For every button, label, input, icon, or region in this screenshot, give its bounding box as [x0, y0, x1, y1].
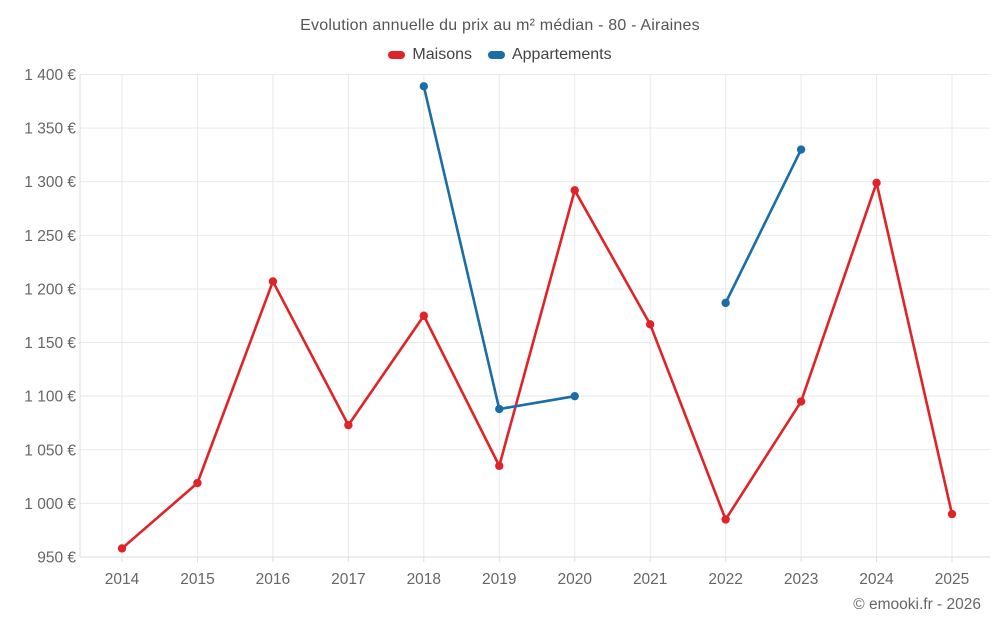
point-maisons-2025[interactable] [947, 509, 957, 519]
y-axis-tick-label: 1 250 € [24, 228, 76, 245]
maisons-series-swatch-icon [388, 51, 406, 59]
x-axis-tick-label: 2022 [708, 571, 742, 588]
y-axis-tick-label: 1 200 € [24, 281, 76, 298]
x-axis-tick-label: 2024 [859, 571, 894, 588]
y-axis-tick-label: 1 000 € [24, 496, 76, 513]
y-axis-tick-label: 1 150 € [24, 335, 76, 352]
x-axis-tick-label: 2023 [784, 571, 818, 588]
x-axis-tick-label: 2016 [256, 571, 290, 588]
point-appartements-2019[interactable] [495, 404, 504, 414]
point-maisons-2018[interactable] [419, 311, 429, 320]
point-appartements-2018[interactable] [419, 82, 429, 91]
legend-label-appartements: Appartements [511, 46, 612, 63]
legend-item-appartements[interactable]: Appartements [487, 46, 612, 64]
y-axis-tick-label: 1 100 € [24, 389, 76, 406]
x-axis-tick-label: 2015 [180, 571, 214, 588]
point-maisons-2014[interactable] [117, 544, 127, 553]
point-maisons-2023[interactable] [796, 397, 806, 406]
line-appartements [724, 148, 803, 305]
x-axis-tick-label: 2019 [482, 571, 516, 588]
point-appartements-2022[interactable] [721, 298, 730, 308]
point-maisons-2021[interactable] [645, 320, 655, 329]
watermark: © emooki.fr - 2026 [853, 596, 981, 613]
y-axis-tick-label: 1 050 € [24, 442, 76, 459]
legend-item-maisons[interactable]: Maisons [388, 46, 472, 64]
x-axis-tick-label: 2021 [633, 571, 667, 588]
point-maisons-2019[interactable] [495, 461, 504, 471]
y-axis-tick-label: 1 350 € [24, 121, 76, 138]
point-appartements-2023[interactable] [796, 145, 806, 154]
legend: Maisons Appartements [0, 46, 1000, 64]
chart-title: Evolution annuelle du prix au m² médian … [300, 17, 700, 34]
appartements-series-swatch-icon [487, 51, 505, 59]
point-maisons-2015[interactable] [193, 478, 202, 488]
x-axis-tick-label: 2014 [105, 571, 140, 588]
point-appartements-2020[interactable] [570, 391, 579, 401]
x-axis-tick-label: 2025 [935, 571, 969, 588]
y-axis-tick-label: 1 400 € [24, 67, 76, 84]
point-maisons-2022[interactable] [721, 515, 730, 524]
point-maisons-2017[interactable] [344, 420, 353, 430]
y-axis-tick-label: 950 € [37, 550, 76, 567]
y-axis-tick-label: 1 300 € [24, 174, 76, 191]
x-axis-tick-label: 2020 [557, 571, 592, 588]
point-maisons-2020[interactable] [570, 186, 579, 195]
legend-label-maisons: Maisons [412, 46, 472, 63]
point-maisons-2016[interactable] [268, 277, 278, 286]
x-axis-tick-label: 2018 [407, 571, 441, 588]
line-maisons [120, 181, 954, 550]
x-axis-tick-label: 2017 [331, 571, 365, 588]
point-maisons-2024[interactable] [872, 178, 881, 187]
